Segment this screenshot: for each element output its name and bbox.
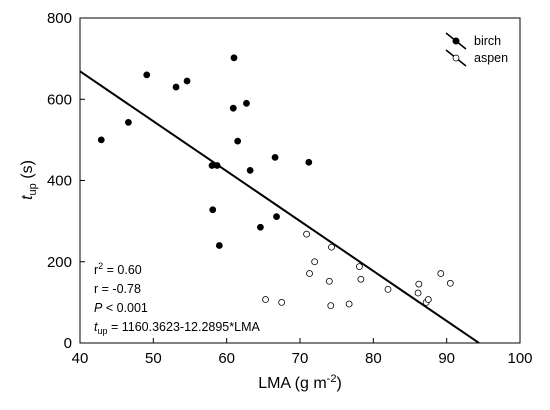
r-text: r = -0.78 bbox=[94, 282, 141, 296]
data-point-birch bbox=[213, 162, 221, 169]
data-point-birch bbox=[97, 136, 105, 144]
y-tick-label: 0 bbox=[64, 335, 72, 352]
data-point-birch bbox=[215, 242, 223, 249]
data-point-aspen bbox=[345, 300, 353, 308]
legend-aspen-label: aspen bbox=[474, 51, 508, 65]
data-point-aspen bbox=[327, 302, 335, 310]
regression-line bbox=[79, 70, 480, 344]
data-point-aspen bbox=[325, 277, 333, 285]
data-point-birch bbox=[183, 77, 191, 85]
data-point-aspen bbox=[414, 289, 422, 297]
legend-aspen-marker bbox=[452, 54, 460, 62]
x-tick-label: 50 bbox=[145, 350, 162, 367]
data-point-birch bbox=[230, 54, 238, 62]
statistics-annotation: r2 = 0.60 r = -0.78 P < 0.001 tup = 1160… bbox=[94, 261, 260, 336]
data-point-aspen bbox=[328, 243, 335, 251]
x-tick-label: 70 bbox=[292, 350, 309, 367]
x-tick-label: 40 bbox=[72, 350, 89, 367]
data-point-birch bbox=[143, 71, 151, 79]
y-tick-label: 400 bbox=[47, 173, 72, 190]
y-tick-label: 600 bbox=[47, 91, 72, 108]
data-point-aspen bbox=[311, 258, 319, 266]
data-point-aspen bbox=[303, 230, 311, 238]
x-tick-label: 90 bbox=[438, 350, 455, 367]
data-point-birch bbox=[234, 137, 242, 145]
data-point-aspen bbox=[306, 270, 313, 277]
data-point-aspen bbox=[278, 298, 286, 306]
legend-birch-label: birch bbox=[474, 34, 501, 48]
data-point-aspen bbox=[357, 275, 365, 283]
data-point-birch bbox=[209, 206, 217, 214]
y-tick-label: 800 bbox=[47, 10, 72, 27]
data-point-birch bbox=[243, 99, 250, 107]
r-squared-text: r2 = 0.60 bbox=[94, 261, 142, 277]
data-point-aspen bbox=[384, 285, 392, 293]
p-value-text: P < 0.001 bbox=[94, 301, 148, 315]
y-tick-label: 200 bbox=[47, 254, 72, 271]
legend: birch aspen bbox=[445, 32, 508, 67]
data-point-aspen bbox=[424, 296, 432, 303]
data-point-birch bbox=[305, 158, 313, 166]
data-point-aspen bbox=[355, 263, 363, 271]
data-point-birch bbox=[271, 153, 279, 161]
x-tick-label: 80 bbox=[365, 350, 382, 367]
data-point-birch bbox=[256, 223, 264, 231]
data-point-aspen bbox=[437, 270, 445, 277]
x-axis-title: LMA (g m-2) bbox=[258, 373, 342, 392]
axis-ticks bbox=[79, 17, 521, 344]
data-point-birch bbox=[246, 166, 254, 174]
x-tick-label: 100 bbox=[507, 350, 532, 367]
data-point-birch bbox=[229, 104, 237, 112]
equation-text: tup = 1160.3623-12.2895*LMA bbox=[94, 320, 260, 336]
y-axis-title: tup (s) bbox=[19, 160, 39, 200]
data-point-aspen bbox=[446, 279, 454, 287]
data-point-birch bbox=[172, 83, 180, 91]
legend-birch-marker bbox=[452, 37, 460, 45]
data-point-aspen bbox=[262, 296, 269, 303]
data-point-birch bbox=[124, 119, 132, 126]
plot-frame bbox=[79, 17, 521, 344]
data-point-birch bbox=[273, 213, 280, 221]
data-point-aspen bbox=[415, 280, 423, 288]
tick-labels: 40 50 60 70 80 90 100 0 200 400 600 800 bbox=[47, 10, 533, 367]
x-tick-label: 60 bbox=[218, 350, 235, 367]
data-points bbox=[97, 54, 454, 310]
